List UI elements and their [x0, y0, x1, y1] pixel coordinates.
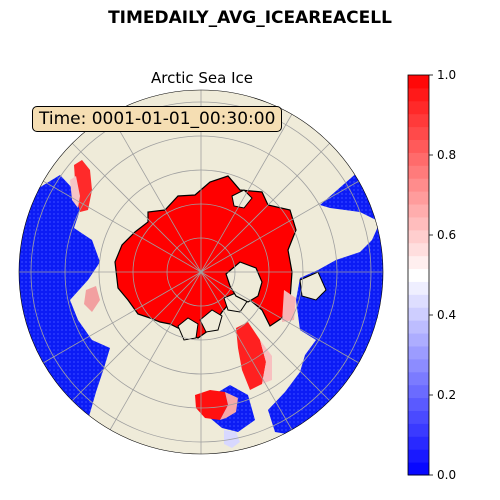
- colorbar-band: [408, 462, 429, 476]
- colorbar-band: [408, 87, 429, 102]
- colorbar-band: [408, 242, 429, 257]
- colorbar-gradient: [408, 75, 429, 476]
- colorbar-band: [408, 126, 429, 141]
- colorbar-band: [408, 178, 429, 192]
- colorbar-tick-label: 1.0: [437, 68, 457, 82]
- colorbar-tick-label: 0.4: [437, 308, 457, 322]
- graticule: [19, 90, 383, 454]
- colorbar-tick-label: 0.0: [437, 468, 457, 482]
- colorbar-band: [408, 449, 429, 463]
- sea-ice-baffin-edge: [260, 340, 272, 384]
- colorbar-band: [408, 307, 429, 321]
- sea-ice-bering-edge: [70, 176, 80, 208]
- sea-ice-baffin: [236, 322, 266, 390]
- norway-coast: [299, 271, 327, 301]
- colorbar-ticks: [429, 74, 433, 476]
- colorbar-tick-label: 0.8: [437, 148, 457, 162]
- colorbar-band: [408, 333, 429, 347]
- colorbar-frame: [407, 74, 430, 476]
- colorbar-band: [408, 152, 429, 166]
- colorbar-band: [408, 410, 429, 424]
- map-title: Arctic Sea Ice: [150, 69, 254, 87]
- figure-title: TIMEDAILY_AVG_ICEAREACELL: [108, 8, 392, 28]
- map-boundary: [18, 89, 384, 455]
- colorbar-band: [408, 345, 429, 360]
- colorbar-band: [408, 100, 429, 115]
- colorbar-band: [408, 216, 429, 231]
- colorbar-band: [408, 436, 429, 450]
- time-label: Time: 0001-01-01_00:30:00: [32, 106, 283, 132]
- colorbar-tick-label: 0.2: [437, 388, 457, 402]
- colorbar-band: [408, 268, 429, 282]
- colorbar-tick-label: 0.6: [437, 228, 457, 242]
- colorbar-band: [408, 255, 429, 270]
- colorbar-band: [408, 204, 429, 218]
- colorbar-band: [408, 75, 429, 89]
- colorbar-band: [408, 397, 429, 411]
- colorbar-band: [408, 384, 429, 399]
- colorbar-band: [408, 139, 429, 153]
- sea-ice-hudson-edge: [220, 392, 238, 420]
- archipelago-island-2: [199, 309, 223, 333]
- sea-ice-okhotsk-edge: [84, 286, 100, 312]
- colorbar-band: [408, 358, 429, 373]
- sea-ice-hudson: [195, 390, 228, 420]
- colorbar-band: [408, 320, 429, 334]
- colorbar-band: [408, 229, 429, 244]
- colorbar-band: [408, 423, 429, 437]
- colorbar-band: [408, 191, 429, 205]
- sea-ice-barents-edge: [282, 290, 296, 322]
- colorbar-band: [408, 294, 429, 308]
- colorbar-band: [408, 371, 429, 386]
- colorbar-band: [408, 281, 429, 295]
- svalbard: [231, 189, 253, 209]
- colorbar-band: [408, 165, 429, 179]
- colorbar-band: [408, 113, 429, 128]
